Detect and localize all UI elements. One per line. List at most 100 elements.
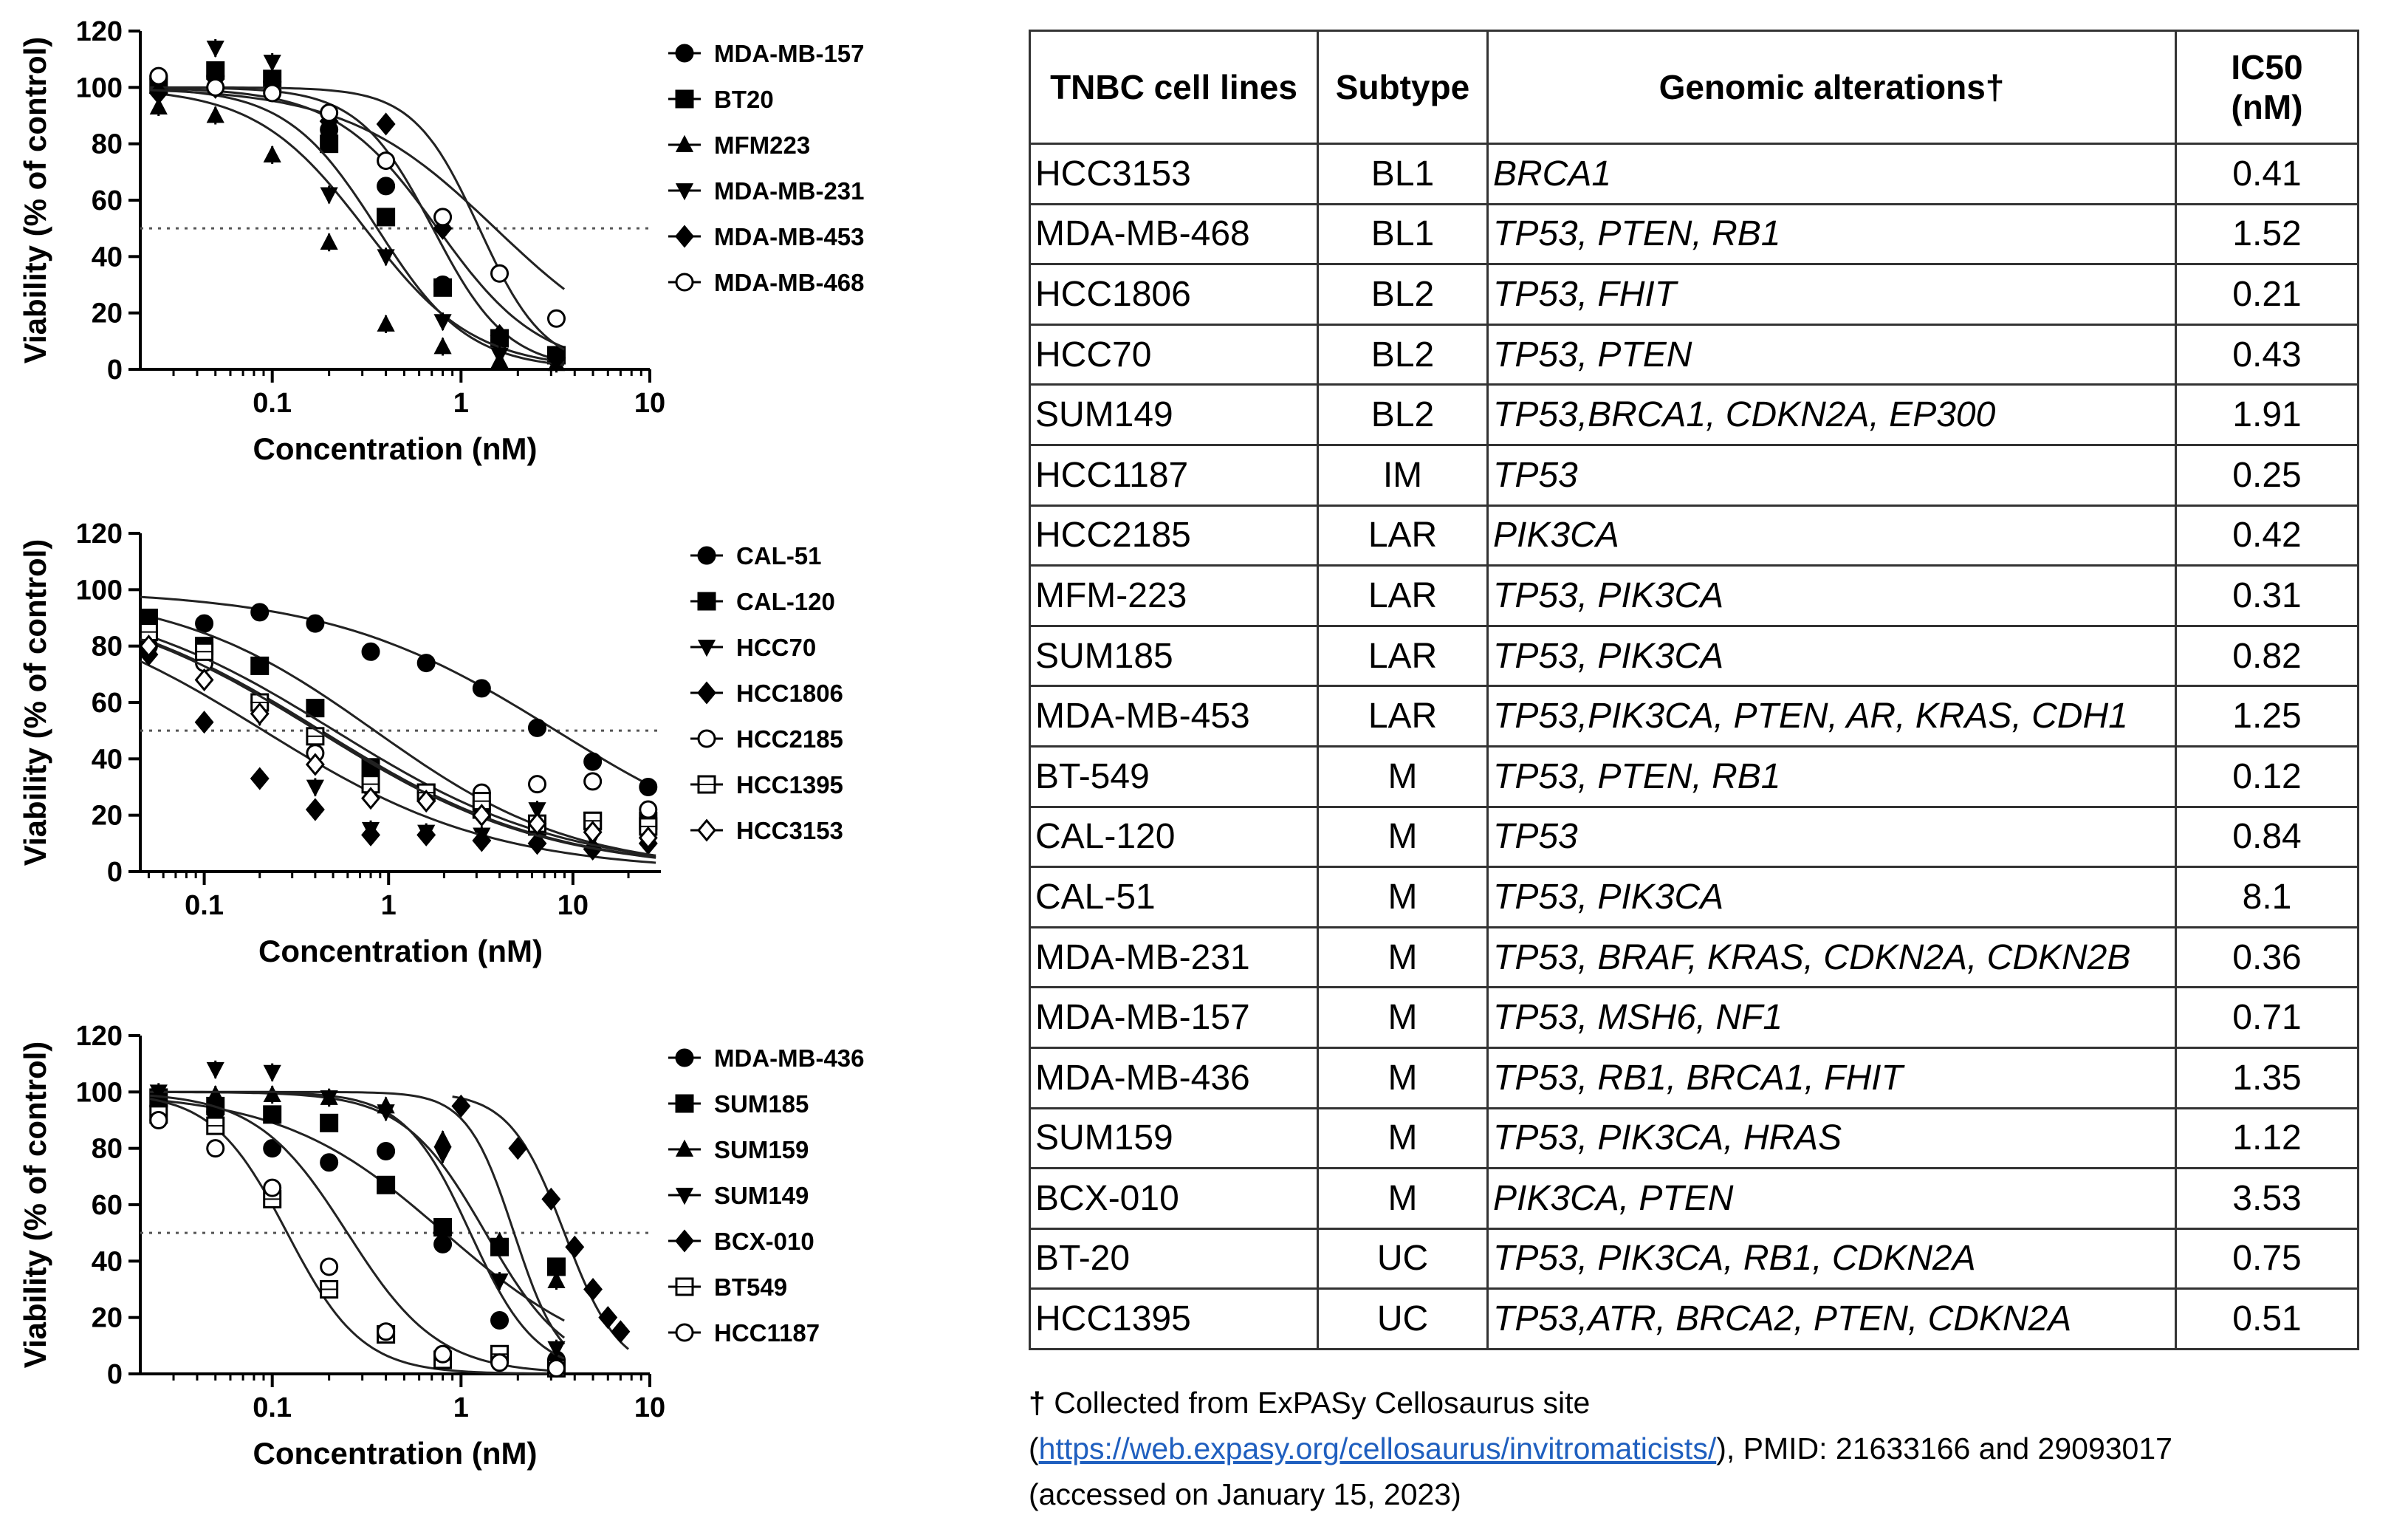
cellosaurus-link[interactable]: https://web.expasy.org/cellosaurus/invit…: [1038, 1431, 1717, 1465]
y-tick-label: 80: [92, 632, 123, 663]
legend-label: SUM149: [714, 1182, 809, 1209]
fit-curve: [140, 660, 656, 864]
y-tick-label: 40: [92, 744, 123, 775]
data-point: [263, 55, 281, 72]
genomic-alterations-cell: PIK3CA: [1486, 504, 2177, 567]
data-point: [206, 1061, 224, 1079]
y-tick-label: 100: [76, 72, 123, 103]
cell-line-cell: BT-549: [1029, 745, 1319, 808]
series-hcc3153: [139, 634, 658, 859]
y-tick-label: 20: [92, 298, 123, 329]
data-point: [639, 778, 658, 796]
legend-marker: [675, 89, 694, 109]
data-point: [263, 83, 282, 103]
y-tick-label: 0: [107, 355, 123, 386]
data-point: [149, 97, 168, 114]
series-bcx-010: [451, 1094, 631, 1350]
data-point: [195, 614, 214, 633]
data-point: [490, 348, 509, 366]
table-row: HCC3153 BL1 BRCA1 0.41: [1029, 143, 2359, 205]
legend-label: MDA-MB-157: [714, 40, 865, 67]
legend-entry: MFM223: [668, 131, 810, 159]
subtype-cell: M: [1317, 1167, 1489, 1230]
genomic-alterations-cell: TP53, PTEN: [1486, 323, 2177, 386]
y-axis-title: Viability (% of control): [18, 1041, 52, 1369]
legend-marker: [697, 546, 716, 565]
data-point: [305, 798, 325, 821]
data-point: [320, 1090, 338, 1108]
data-point: [206, 106, 224, 123]
data-point: [598, 1306, 618, 1330]
genomic-alterations-cell: BRCA1: [1486, 143, 2177, 205]
y-tick-label: 120: [76, 1021, 123, 1052]
ic50-value-cell: 0.51: [2175, 1287, 2359, 1350]
legend-entry: SUM159: [668, 1136, 809, 1163]
table-row: CAL-120 M TP53 0.84: [1029, 805, 2359, 869]
legend-marker: [697, 729, 716, 748]
data-point: [206, 41, 224, 58]
data-point: [490, 1273, 509, 1291]
data-point: [377, 1175, 396, 1194]
subtype-cell: LAR: [1317, 685, 1489, 748]
ic50-value-cell: 0.82: [2175, 624, 2359, 688]
fit-curve: [140, 632, 656, 857]
data-point: [320, 103, 339, 123]
ic50-value-cell: 1.35: [2175, 1046, 2359, 1109]
data-point: [377, 177, 396, 196]
subtype-cell: IM: [1317, 443, 1489, 507]
data-point: [527, 812, 547, 835]
data-point: [206, 1084, 224, 1103]
data-point: [377, 249, 395, 267]
subtype-cell: M: [1317, 866, 1489, 928]
table-row: HCC1806 BL2 TP53, FHIT 0.21: [1029, 263, 2359, 326]
data-point: [377, 1141, 396, 1160]
y-tick-label: 80: [92, 1134, 123, 1165]
cell-line-cell: HCC2185: [1029, 504, 1319, 567]
data-point: [194, 711, 214, 734]
genomic-alterations-cell: TP53, PTEN, RB1: [1486, 202, 2177, 266]
series-hcc1806: [139, 643, 658, 864]
data-point: [433, 1344, 453, 1364]
legend-label: BT549: [714, 1273, 787, 1301]
cell-line-cell: SUM159: [1029, 1106, 1319, 1170]
legend-marker: [675, 1139, 694, 1157]
legend-label: MDA-MB-231: [714, 177, 865, 205]
header-subtype: Subtype: [1317, 30, 1489, 145]
data-point: [320, 1257, 339, 1276]
genomic-alterations-cell: TP53,PIK3CA, PTEN, AR, KRAS, CDH1: [1486, 685, 2177, 748]
footnote: † Collected from ExPASy Cellosaurus site…: [1029, 1380, 2402, 1517]
table-row: MDA-MB-468 BL1 TP53, PTEN, RB1 1.52: [1029, 202, 2359, 266]
data-point: [546, 309, 566, 328]
table-row: BCX-010 M PIK3CA, PTEN 3.53: [1029, 1167, 2359, 1230]
cell-line-cell: SUM149: [1029, 383, 1319, 446]
data-point: [263, 1084, 281, 1103]
legend-label: BCX-010: [714, 1228, 814, 1255]
table-row: MDA-MB-157 M TP53, MSH6, NF1 0.71: [1029, 986, 2359, 1049]
genomic-alterations-cell: TP53, PIK3CA, HRAS: [1486, 1106, 2177, 1170]
x-axis-title: Concentration (nM): [258, 934, 543, 968]
data-point: [541, 1187, 561, 1211]
series-hcc1395: [139, 623, 658, 857]
data-point: [433, 1234, 453, 1253]
legend-entry: HCC1395: [690, 771, 843, 798]
cell-line-cell: SUM185: [1029, 624, 1319, 688]
data-point: [250, 767, 270, 790]
data-point: [547, 1270, 566, 1288]
cell-line-cell: MDA-MB-453: [1029, 685, 1319, 748]
legend-label: HCC3153: [736, 817, 843, 844]
table-row: CAL-51 M TP53, PIK3CA 8.1: [1029, 866, 2359, 928]
table-row: MFM-223 LAR TP53, PIK3CA 0.31: [1029, 564, 2359, 627]
data-point: [527, 718, 546, 737]
cell-line-cell: HCC1187: [1029, 443, 1319, 507]
ic50-value-cell: 8.1: [2175, 866, 2359, 928]
y-tick-label: 20: [92, 1303, 123, 1334]
series-hcc1187: [149, 1094, 566, 1378]
data-point: [320, 233, 338, 250]
y-tick-label: 0: [107, 857, 123, 888]
subtype-cell: BL2: [1317, 323, 1489, 386]
ic50-value-cell: 0.84: [2175, 805, 2359, 869]
cell-line-cell: MDA-MB-157: [1029, 986, 1319, 1049]
ic50-value-cell: 0.12: [2175, 745, 2359, 808]
subtype-cell: M: [1317, 1046, 1489, 1109]
genomic-alterations-cell: TP53, PIK3CA: [1486, 564, 2177, 627]
